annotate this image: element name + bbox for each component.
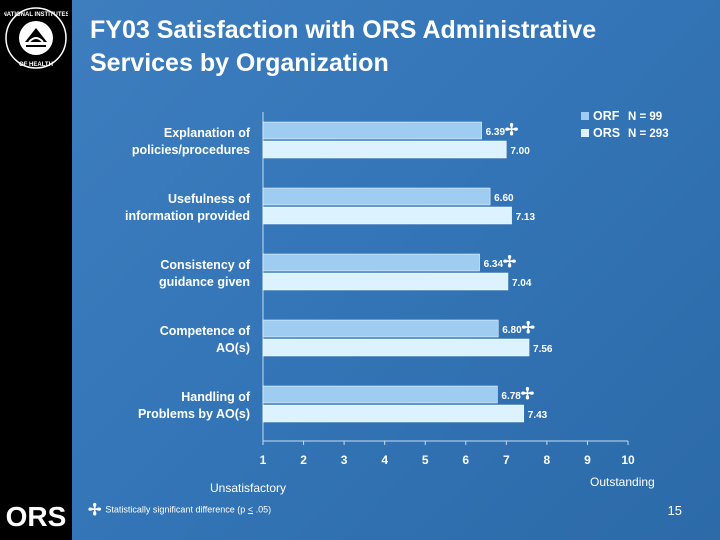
value-label-ors-3: 7.56 — [533, 344, 553, 355]
category-label-3-0: Competence of — [160, 324, 251, 338]
x-tick-label-10: 10 — [621, 453, 635, 467]
footnote-text-post: .05) — [253, 504, 272, 515]
significance-marker-2: ✢ — [503, 254, 517, 271]
bar-orf-0 — [262, 121, 482, 140]
category-label-3-1: AO(s) — [216, 341, 250, 355]
x-tick-label-2: 2 — [300, 453, 307, 467]
svg-text:OF HEALTH: OF HEALTH — [19, 62, 53, 68]
significance-marker-0: ✢ — [505, 122, 519, 139]
significance-marker-3: ✢ — [522, 320, 536, 337]
bar-ors-0 — [262, 140, 507, 159]
bar-ors-2 — [262, 272, 509, 291]
value-label-ors-1: 7.13 — [516, 212, 536, 223]
category-label-4-0: Handling of — [181, 390, 251, 404]
legend-swatch-orf — [581, 112, 589, 120]
significance-marker: ✢ — [88, 502, 102, 519]
bar-orf-1 — [262, 187, 491, 206]
svg-text:ORS: ORS — [6, 501, 67, 532]
category-label-4-1: Problems by AO(s) — [138, 407, 250, 421]
category-label-1-1: information provided — [125, 209, 250, 223]
sidebar: NATIONAL INSTITUTES OF HEALTH ORS — [0, 0, 72, 540]
category-label-2-1: guidance given — [159, 275, 250, 289]
footnote-symbol: < — [247, 504, 254, 515]
bar-orf-4 — [262, 385, 498, 404]
svg-text:NATIONAL INSTITUTES: NATIONAL INSTITUTES — [4, 12, 68, 18]
x-tick-label-7: 7 — [503, 453, 510, 467]
value-label-ors-2: 7.04 — [512, 278, 532, 289]
nih-seal-logo: NATIONAL INSTITUTES OF HEALTH — [4, 7, 68, 69]
x-label-unsatisfactory: Unsatisfactory — [210, 481, 286, 495]
category-label-2-0: Consistency of — [160, 258, 250, 272]
value-label-orf-2: 6.34 — [484, 259, 504, 270]
legend-swatch-ors — [581, 129, 589, 137]
value-label-orf-0: 6.39 — [486, 127, 506, 138]
ors-logo: ORS — [6, 501, 67, 532]
category-label-1-0: Usefulness of — [168, 192, 251, 206]
footnote-text-pre: Statistically significant difference (p — [105, 504, 248, 515]
category-label-0-0: Explanation of — [164, 126, 251, 140]
value-label-ors-4: 7.43 — [528, 410, 548, 421]
legend-label-orf: ORF — [593, 109, 620, 123]
x-tick-label-3: 3 — [341, 453, 348, 467]
value-label-orf-4: 6.78 — [501, 391, 521, 402]
page-title: FY03 Satisfaction with ORS Administrativ… — [90, 16, 597, 77]
value-label-orf-1: 6.60 — [494, 193, 514, 204]
bar-ors-3 — [262, 338, 530, 357]
page-number: 15 — [667, 503, 682, 518]
value-label-orf-3: 6.80 — [502, 325, 522, 336]
x-tick-label-9: 9 — [584, 453, 591, 467]
bar-ors-4 — [262, 404, 525, 423]
x-tick-label-6: 6 — [462, 453, 469, 467]
bar-orf-3 — [262, 319, 499, 338]
significance-marker-4: ✢ — [521, 386, 535, 403]
x-label-outstanding: Outstanding — [590, 475, 655, 489]
x-tick-label-1: 1 — [260, 453, 267, 467]
bar-orf-2 — [262, 253, 480, 272]
x-tick-label-4: 4 — [381, 453, 388, 467]
bar-ors-1 — [262, 206, 512, 225]
legend-n-orf: N = 99 — [628, 111, 662, 123]
x-tick-label-5: 5 — [422, 453, 429, 467]
legend-n-ors: N = 293 — [628, 128, 669, 140]
x-tick-label-8: 8 — [544, 453, 551, 467]
legend-label-ors: ORS — [593, 126, 620, 140]
value-label-ors-0: 7.00 — [510, 146, 530, 157]
significance-footnote: ✢ Statistically significant difference (p… — [88, 500, 271, 520]
category-label-0-1: policies/procedures — [132, 143, 250, 157]
